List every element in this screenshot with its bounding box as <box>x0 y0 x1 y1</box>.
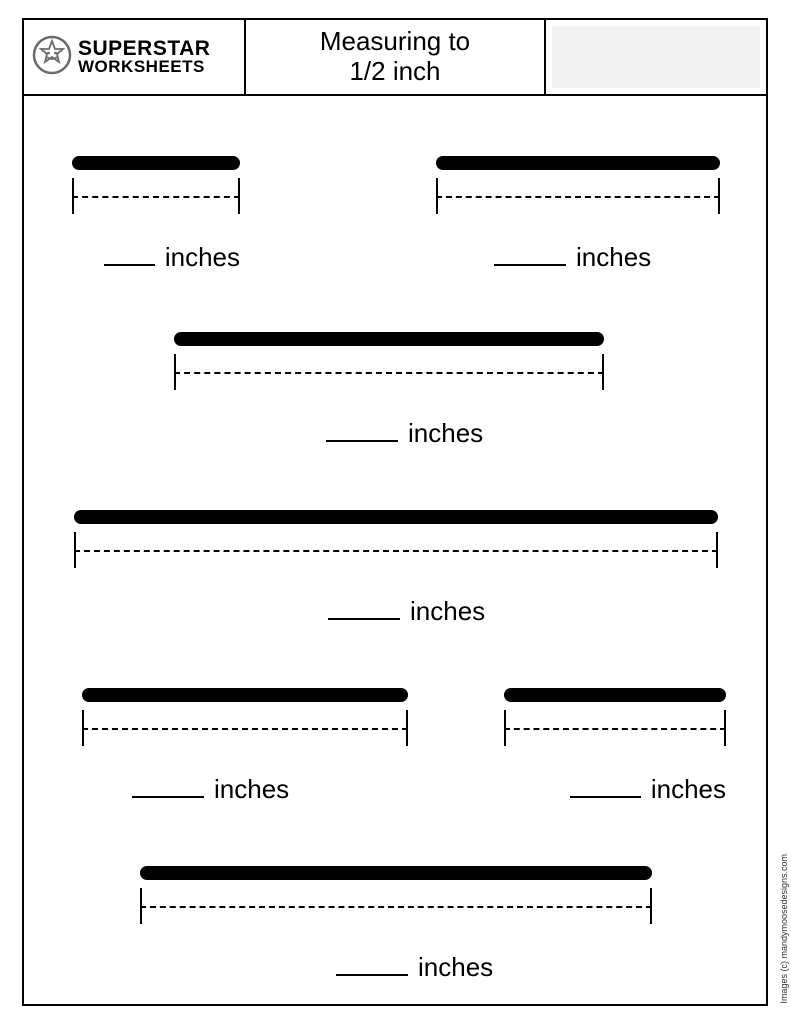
measure-tick-right <box>602 354 604 390</box>
measure-item: inches <box>436 156 720 273</box>
measure-item: inches <box>140 866 652 983</box>
measure-item: inches <box>72 156 240 273</box>
measure-bar <box>174 332 604 346</box>
measure-tick-right <box>716 532 718 568</box>
measure-dashed-line <box>504 728 726 730</box>
measure-tick-left <box>82 710 84 746</box>
measure-bar <box>504 688 726 702</box>
header: SUPERSTAR WORKSHEETS Measuring to 1/2 in… <box>24 20 766 96</box>
measure-tick-left <box>504 710 506 746</box>
title-block: Measuring to 1/2 inch <box>246 20 546 94</box>
logo-line2: WORKSHEETS <box>78 59 210 75</box>
measure-tick-left <box>436 178 438 214</box>
answer-unit-label: inches <box>418 952 493 983</box>
measure-tick-left <box>140 888 142 924</box>
name-field-blank[interactable] <box>552 26 760 88</box>
answer-blank[interactable] <box>494 264 566 266</box>
answer-line: inches <box>328 596 718 627</box>
measure-item: inches <box>174 332 604 449</box>
answer-unit-label: inches <box>408 418 483 449</box>
measure-tick-right <box>718 178 720 214</box>
measure-item: inches <box>74 510 718 627</box>
answer-blank[interactable] <box>336 974 408 976</box>
answer-blank[interactable] <box>326 440 398 442</box>
measure-tick-left <box>174 354 176 390</box>
logo-text: SUPERSTAR WORKSHEETS <box>78 39 210 75</box>
measure-item: inches <box>82 688 408 805</box>
measure-tick-left <box>74 532 76 568</box>
measure-dashed-line <box>74 550 718 552</box>
measure-span <box>436 178 720 214</box>
answer-line: inches <box>570 774 726 805</box>
answer-unit-label: inches <box>410 596 485 627</box>
answer-blank[interactable] <box>570 796 641 798</box>
answer-line: inches <box>104 242 240 273</box>
measure-span <box>74 532 718 568</box>
measure-tick-right <box>650 888 652 924</box>
measure-bar <box>140 866 652 880</box>
answer-line: inches <box>336 952 652 983</box>
measure-item: inches <box>504 688 726 805</box>
image-credit: Images (c) mandymoosedesigns.com <box>779 854 789 1004</box>
answer-unit-label: inches <box>576 242 651 273</box>
measure-tick-left <box>72 178 74 214</box>
answer-line: inches <box>326 418 604 449</box>
answer-blank[interactable] <box>328 618 400 620</box>
answer-unit-label: inches <box>214 774 289 805</box>
measure-tick-right <box>406 710 408 746</box>
measure-dashed-line <box>174 372 604 374</box>
measure-tick-right <box>238 178 240 214</box>
measure-dashed-line <box>436 196 720 198</box>
answer-line: inches <box>494 242 720 273</box>
measure-span <box>504 710 726 746</box>
measure-dashed-line <box>72 196 240 198</box>
title-line1: Measuring to <box>320 27 470 57</box>
title-line2: 1/2 inch <box>349 57 440 87</box>
measure-bar <box>82 688 408 702</box>
answer-unit-label: inches <box>651 774 726 805</box>
measure-bar <box>74 510 718 524</box>
logo-line1: SUPERSTAR <box>78 39 210 59</box>
measure-span <box>72 178 240 214</box>
star-face-icon <box>32 35 72 80</box>
logo-block: SUPERSTAR WORKSHEETS <box>24 20 246 94</box>
measure-span <box>174 354 604 390</box>
answer-unit-label: inches <box>165 242 240 273</box>
answer-blank[interactable] <box>104 264 155 266</box>
measure-dashed-line <box>82 728 408 730</box>
measure-dashed-line <box>140 906 652 908</box>
content-area: inches inches inches inches inches inches inch… <box>24 96 766 1004</box>
measure-bar <box>72 156 240 170</box>
worksheet-page: SUPERSTAR WORKSHEETS Measuring to 1/2 in… <box>22 18 768 1006</box>
measure-span <box>82 710 408 746</box>
measure-tick-right <box>724 710 726 746</box>
answer-blank[interactable] <box>132 796 204 798</box>
measure-bar <box>436 156 720 170</box>
measure-span <box>140 888 652 924</box>
answer-line: inches <box>132 774 408 805</box>
